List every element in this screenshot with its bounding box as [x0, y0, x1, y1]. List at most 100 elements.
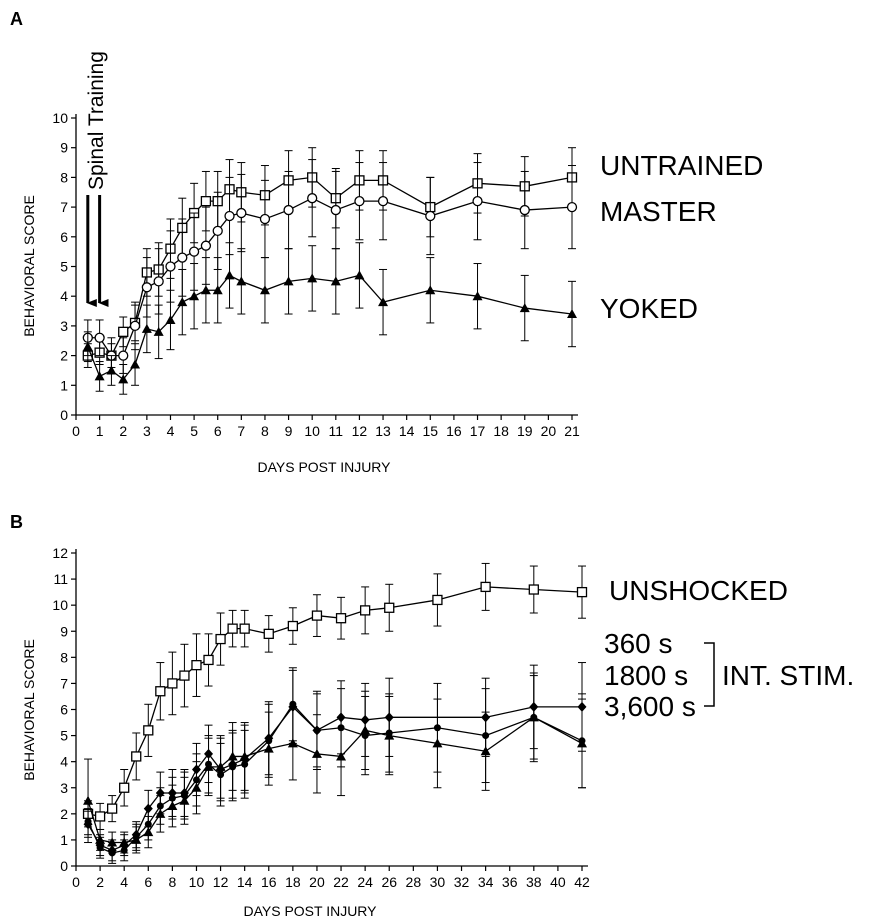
chart-a-x-tick-label: 16: [446, 423, 462, 439]
chart-a-data-point: [94, 332, 105, 343]
chart-a-series-label: YOKED: [600, 293, 698, 324]
int-stim-label: INT. STIM.: [722, 660, 854, 691]
chart-a-data-point: [307, 193, 318, 204]
chart-b-x-tick-label: 6: [144, 874, 152, 890]
chart-b-data-point: [131, 751, 142, 762]
chart-b-data-point: [131, 834, 142, 844]
chart-a-series-line: [87, 197, 573, 357]
chart-b-data-point: [311, 748, 322, 758]
chart-a-y-tick-label: 4: [60, 288, 68, 304]
chart-b-series-0: [82, 562, 588, 830]
chart-b-y-tick-label: 5: [60, 728, 68, 744]
chart-b-y-tick-label: 0: [60, 858, 68, 874]
chart-b-xlabel: DAYS POST INJURY: [243, 903, 377, 919]
chart-b-data-point: [167, 801, 178, 811]
chart-a-data-point: [236, 207, 247, 219]
chart-a-series-label: MASTER: [600, 196, 717, 227]
chart-b-data-point: [191, 660, 202, 671]
chart-a-x-tick-label: 21: [564, 423, 580, 439]
chart-a-data-point: [224, 210, 235, 222]
chart-a-y-tick-label: 3: [60, 318, 68, 334]
chart-a-x-tick-label: 5: [190, 423, 198, 439]
chart-b-x-tick-label: 42: [574, 874, 590, 890]
chart-a-y-tick-label: 1: [60, 377, 68, 393]
chart-b-ylabel: BEHAVIORAL SCORE: [21, 639, 37, 781]
chart-b-series-label: 3,600 s: [604, 691, 696, 722]
chart-a-data-point: [307, 273, 318, 283]
chart-a-x-tick-label: 18: [493, 423, 509, 439]
chart-b-data-point: [263, 628, 274, 640]
chart-b-x-tick-label: 30: [430, 874, 446, 890]
chart-b-y-tick-label: 6: [60, 702, 68, 718]
chart-a-data-point: [212, 225, 223, 237]
chart-b-data-point: [107, 837, 118, 847]
chart-a-data-point: [330, 276, 341, 286]
chart-b-data-point: [311, 610, 323, 621]
chart-a-data-point: [224, 270, 235, 280]
chart-b-data-point: [94, 811, 106, 822]
chart-a-y-tick-label: 9: [60, 140, 68, 156]
chart-a-x-tick-label: 17: [470, 423, 486, 439]
chart-a-data-point: [425, 210, 436, 222]
chart-a-data-point: [165, 261, 176, 272]
chart-b-data-point: [263, 743, 274, 753]
chart-b-data-point: [83, 795, 94, 805]
chart-b-x-tick-label: 40: [550, 874, 566, 890]
chart-b-y-tick-label: 11: [53, 571, 68, 587]
chart-b-data-point: [576, 586, 588, 598]
chart-b-data-point: [528, 712, 539, 722]
chart-b-data-point: [359, 605, 371, 616]
chart-a-xlabel: DAYS POST INJURY: [257, 459, 391, 475]
chart-b-data-point: [432, 594, 443, 606]
chart-a-x-tick-label: 3: [143, 423, 151, 439]
chart-a-x-tick-label: 0: [72, 423, 80, 439]
chart-b-data-point: [384, 602, 395, 613]
chart-b-x-tick-label: 10: [189, 874, 205, 890]
chart-b-x-tick-label: 22: [333, 874, 349, 890]
chart-b-data-point: [432, 738, 443, 748]
chart-a-x-tick-label: 20: [541, 423, 557, 439]
chart-a-series-2: [82, 242, 577, 395]
chart-b-data-point: [95, 834, 106, 844]
chart-a-data-point: [567, 309, 577, 319]
chart-b-x-tick-label: 32: [454, 874, 470, 890]
chart-b-y-tick-label: 9: [60, 623, 68, 639]
chart-b-data-point: [203, 654, 214, 666]
chart-a-data-point: [82, 341, 93, 351]
chart-a-data-point: [153, 276, 164, 287]
chart-a-x-tick-label: 4: [167, 423, 175, 439]
chart-a-series-line: [87, 274, 573, 381]
chart-b-data-point: [577, 738, 587, 748]
chart-b-series-line: [87, 586, 583, 818]
chart-b-series-3: [83, 675, 587, 854]
spinal-training-arrows: [86, 195, 109, 307]
chart-a-x-tick-label: 8: [261, 423, 269, 439]
chart-b-x-tick-label: 4: [120, 874, 128, 890]
chart-b-data-point: [335, 613, 347, 624]
chart-a-data-point: [330, 204, 341, 216]
chart-a-data-point: [141, 282, 153, 293]
chart-b-data-point: [384, 730, 395, 740]
chart-b-x-tick-label: 38: [526, 874, 542, 890]
chart-a-data-point: [378, 297, 389, 307]
chart-b-data-point: [360, 725, 371, 735]
chart-a-data-point: [188, 246, 200, 257]
chart-b-data-point: [155, 808, 166, 818]
chart-b-x-tick-label: 34: [478, 874, 494, 890]
chart-a-data-point: [129, 320, 141, 332]
chart-a-x-tick-label: 6: [214, 423, 222, 439]
chart-b-x-tick-label: 8: [168, 874, 176, 890]
chart-b-x-tick-label: 0: [72, 874, 80, 890]
chart-a-x-tick-label: 11: [329, 423, 344, 439]
chart-a-data-point: [212, 285, 223, 295]
chart-b-data-point: [287, 738, 298, 748]
chart-b-series-line: [87, 703, 583, 854]
chart-b-x-tick-label: 20: [309, 874, 325, 890]
chart-a-data-point: [200, 196, 212, 207]
chart-b-x-tick-label: 36: [502, 874, 518, 890]
chart-a-data-point: [354, 270, 365, 280]
chart-a-data-point: [141, 323, 152, 333]
chart-b-x-tick-label: 16: [261, 874, 277, 890]
chart-b-x-tick-label: 12: [213, 874, 229, 890]
